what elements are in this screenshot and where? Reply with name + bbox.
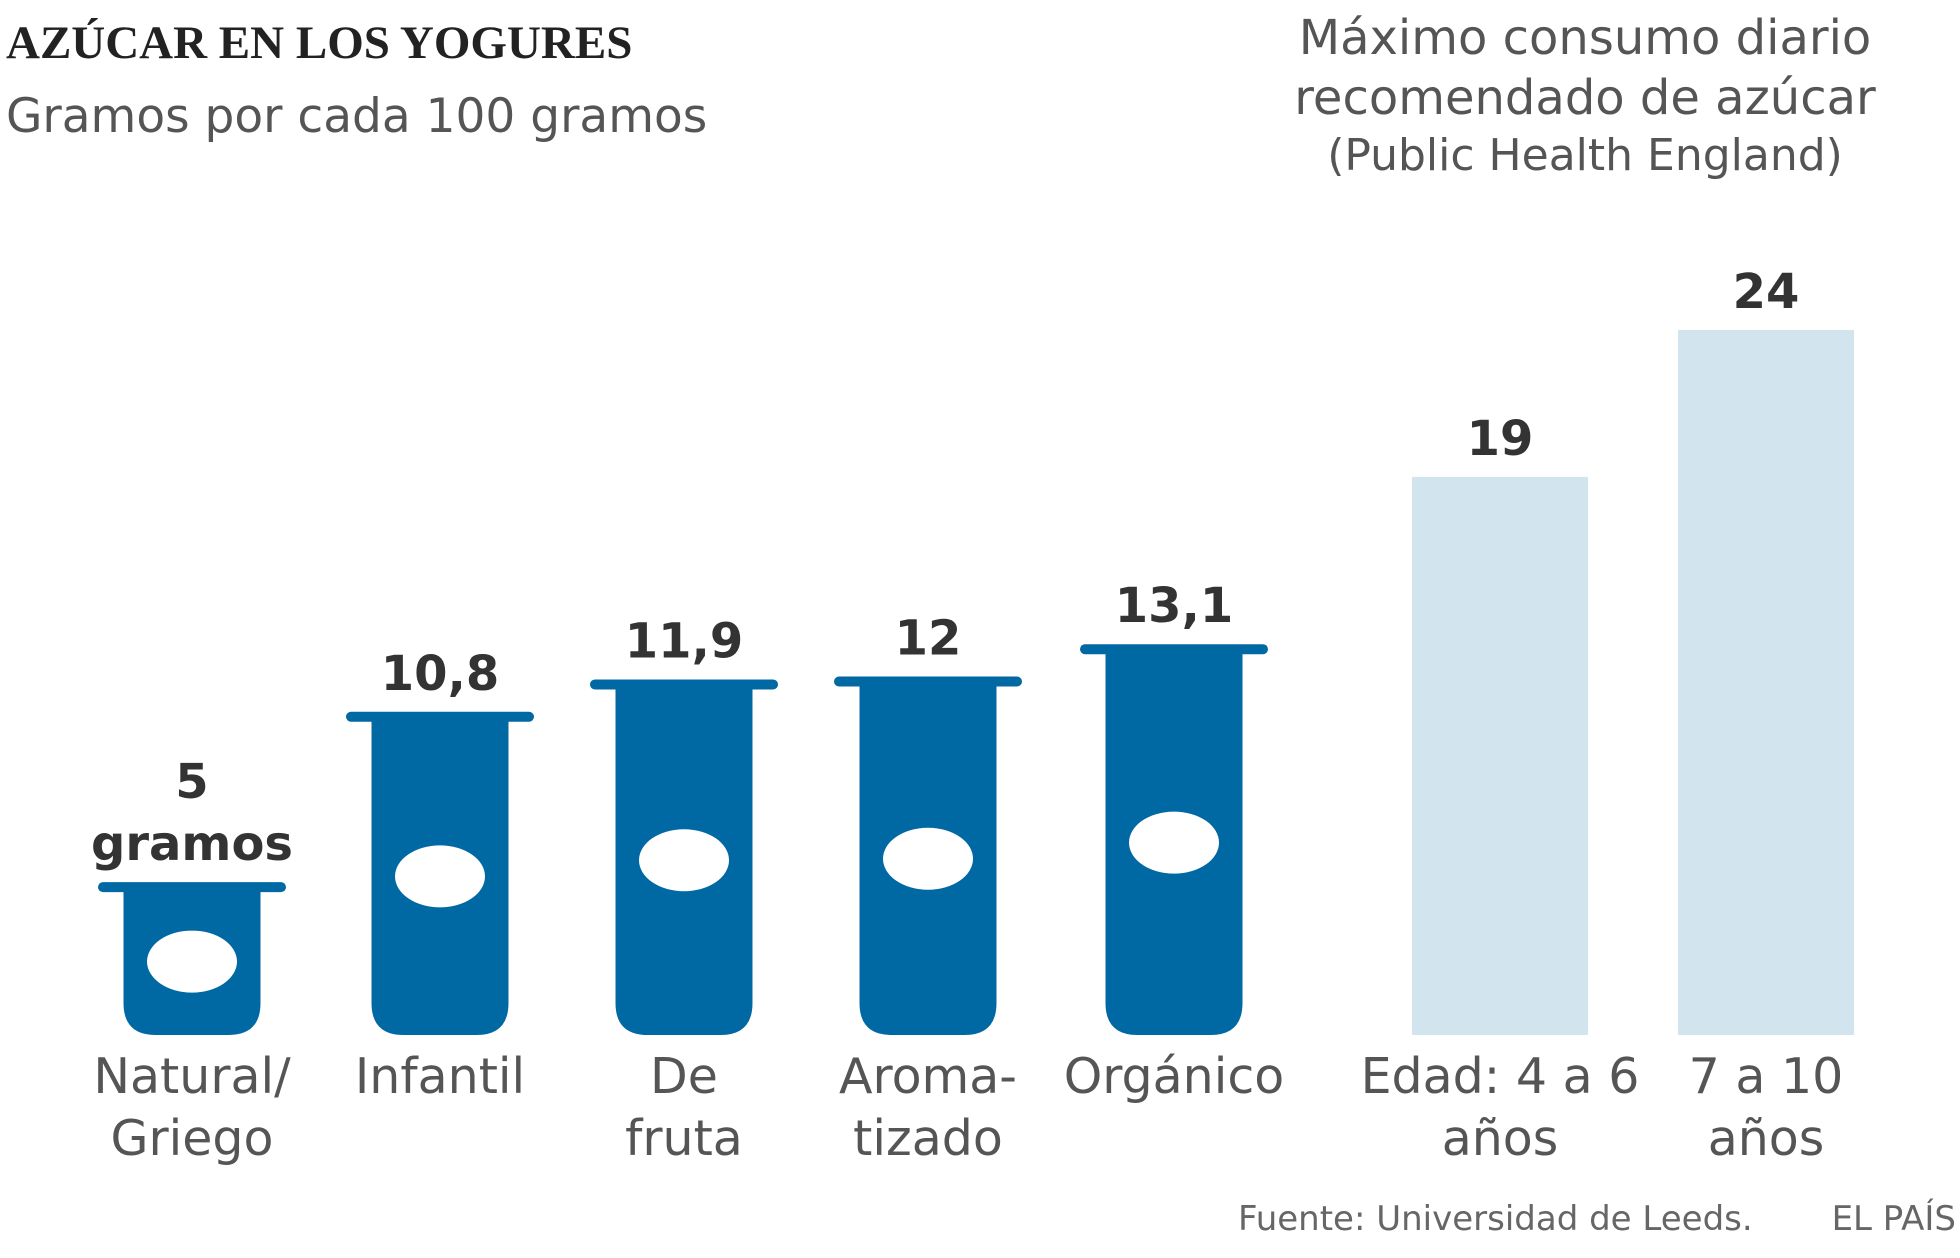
yogurt-bar (98, 882, 286, 1035)
x-tick-label: Natural/ (93, 1048, 291, 1105)
chart-title: AZÚCAR EN LOS YOGURES (6, 17, 632, 69)
x-tick-label: Infantil (355, 1048, 525, 1105)
panel-title: recomendado de azúcar (1294, 70, 1876, 126)
yogurt-rim (346, 711, 534, 722)
x-tick-label: De (650, 1048, 718, 1105)
value-label: 12 (895, 611, 962, 667)
yogurt-rim (834, 676, 1022, 687)
yogurt-label (395, 845, 485, 908)
value-label: 13,1 (1115, 578, 1233, 634)
x-tick-label: Aroma- (839, 1048, 1017, 1105)
yogurt-label (883, 827, 973, 890)
yogurt-bar (346, 711, 534, 1035)
x-tick-label: fruta (625, 1110, 743, 1167)
value-label: 11,9 (625, 613, 743, 669)
x-tick-label: años (1442, 1110, 1559, 1167)
x-tick-label: Edad: 4 a 6 (1361, 1048, 1640, 1105)
yogurt-bar (1080, 644, 1268, 1035)
panel-title: (Public Health England) (1327, 130, 1843, 181)
value-label: 10,8 (381, 646, 499, 702)
yogurt-rim (1080, 644, 1268, 655)
yogurt-label (639, 829, 729, 892)
credit: EL PAÍS (1832, 1198, 1956, 1239)
yogurt-label (1129, 811, 1219, 874)
value-label: gramos (91, 816, 293, 872)
yogurt-bar (834, 676, 1022, 1035)
bar (1678, 330, 1854, 1035)
panel-title: Máximo consumo diario (1299, 10, 1872, 66)
value-label: 24 (1733, 264, 1800, 320)
chart-subtitle: Gramos por cada 100 gramos (6, 89, 707, 144)
x-tick-label: Griego (111, 1110, 274, 1167)
x-tick-label: Orgánico (1064, 1048, 1285, 1105)
bar (1412, 476, 1588, 1035)
yogurt-bar (590, 679, 778, 1035)
x-tick-label: tizado (853, 1110, 1003, 1167)
x-tick-label: años (1708, 1110, 1825, 1167)
yogurt-rim (98, 882, 286, 893)
value-label: 19 (1467, 411, 1534, 467)
value-label: 5 (175, 754, 208, 810)
yogurt-rim (590, 679, 778, 690)
source: Fuente: Universidad de Leeds. (1238, 1199, 1753, 1239)
x-tick-label: 7 a 10 (1689, 1048, 1844, 1105)
yogurt-label (147, 930, 237, 993)
